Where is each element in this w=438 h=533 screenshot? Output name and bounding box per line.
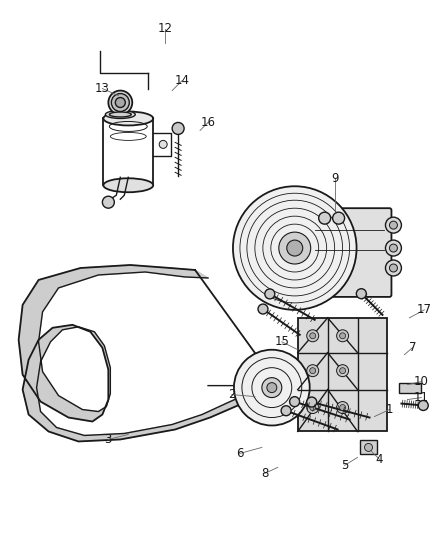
Circle shape (389, 221, 397, 229)
Circle shape (307, 330, 319, 342)
Circle shape (310, 368, 316, 374)
Ellipse shape (103, 111, 153, 125)
Circle shape (339, 333, 346, 339)
Text: 11: 11 (414, 391, 429, 404)
Ellipse shape (103, 178, 153, 192)
Circle shape (281, 406, 291, 416)
FancyBboxPatch shape (308, 208, 392, 297)
Polygon shape (19, 265, 278, 441)
Circle shape (102, 196, 114, 208)
Circle shape (115, 98, 125, 108)
Text: 2: 2 (228, 388, 236, 401)
FancyBboxPatch shape (360, 440, 378, 455)
FancyBboxPatch shape (298, 318, 388, 432)
Text: 3: 3 (105, 433, 112, 446)
FancyBboxPatch shape (399, 383, 421, 393)
Circle shape (310, 333, 316, 339)
Circle shape (307, 365, 319, 377)
Text: 13: 13 (95, 82, 110, 95)
Circle shape (279, 232, 311, 264)
Circle shape (265, 289, 275, 299)
Circle shape (364, 443, 372, 451)
Ellipse shape (110, 112, 131, 117)
Ellipse shape (106, 110, 135, 118)
Circle shape (287, 240, 303, 256)
Circle shape (172, 123, 184, 134)
Circle shape (111, 94, 129, 111)
Circle shape (310, 405, 316, 410)
Circle shape (267, 383, 277, 393)
Circle shape (385, 217, 401, 233)
Circle shape (385, 260, 401, 276)
Circle shape (385, 240, 401, 256)
Circle shape (332, 212, 345, 224)
Text: 16: 16 (201, 116, 215, 129)
Circle shape (389, 244, 397, 252)
Circle shape (159, 140, 167, 148)
Circle shape (307, 397, 317, 407)
Text: 14: 14 (175, 74, 190, 87)
Circle shape (108, 91, 132, 115)
Circle shape (319, 212, 331, 224)
Circle shape (389, 264, 397, 272)
Text: 17: 17 (417, 303, 432, 317)
Circle shape (307, 401, 319, 414)
Text: 7: 7 (409, 341, 416, 354)
Circle shape (258, 304, 268, 314)
Circle shape (337, 365, 349, 377)
Text: 4: 4 (376, 453, 383, 466)
Text: 6: 6 (236, 447, 244, 460)
Circle shape (339, 405, 346, 410)
Circle shape (234, 350, 310, 425)
Text: 12: 12 (158, 22, 173, 35)
Text: 15: 15 (274, 335, 289, 348)
Circle shape (262, 378, 282, 398)
Text: 8: 8 (261, 467, 268, 480)
Text: 10: 10 (414, 375, 429, 388)
Text: 5: 5 (341, 459, 348, 472)
Circle shape (337, 401, 349, 414)
Circle shape (357, 289, 366, 298)
Circle shape (290, 397, 300, 407)
Circle shape (337, 330, 349, 342)
Circle shape (418, 400, 428, 410)
Circle shape (339, 368, 346, 374)
Text: 9: 9 (331, 172, 339, 185)
Text: 1: 1 (386, 403, 393, 416)
Circle shape (233, 186, 357, 310)
